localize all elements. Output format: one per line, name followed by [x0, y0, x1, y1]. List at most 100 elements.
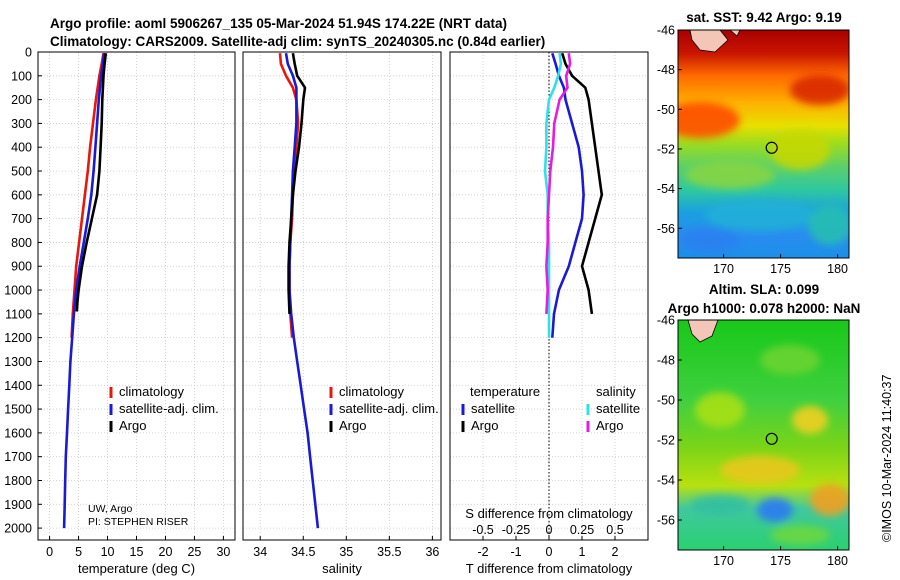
x-tick-label: 35.5	[377, 545, 401, 559]
x-tick-label: -1	[510, 545, 521, 559]
watermark: ©IMOS 10-Mar-2024 11:40:37	[880, 375, 894, 542]
y-tick-label: 200	[11, 93, 32, 107]
top-x-tick-label: -0.25	[502, 523, 531, 537]
y-tick-label: 1700	[4, 450, 32, 464]
x-tick-label: 0	[546, 545, 553, 559]
y-tick-label: 0	[25, 46, 32, 60]
map-x-tick-label: 175	[770, 554, 791, 568]
x-tick-label: 30	[216, 545, 230, 559]
y-tick-label: 1000	[4, 284, 32, 298]
y-tick-label: 1200	[4, 331, 32, 345]
legend-label: satellite-adj. clim.	[119, 401, 219, 416]
x-tick-label: 2	[612, 545, 619, 559]
sst-map-title: sat. SST: 9.42 Argo: 9.19	[686, 10, 842, 25]
x-tick-label: -2	[477, 545, 488, 559]
sla-map-subtitle: Argo h1000: 0.078 h2000: NaN	[668, 301, 861, 316]
sst-texture	[678, 75, 849, 252]
top-x-tick-label: -0.5	[472, 523, 494, 537]
x-tick-label: 5	[75, 545, 82, 559]
legend-label: Argo	[471, 418, 498, 433]
sla-map-axes: 170 175 180 -46 -48 -50 -52 -54 -56	[657, 314, 848, 569]
map-y-tick-label: -46	[657, 24, 675, 38]
top-x-tick-label: 0	[546, 523, 553, 537]
land-south-island	[689, 30, 729, 53]
y-tick-label: 500	[11, 165, 32, 179]
legend-label: climatology	[339, 384, 405, 399]
x-tick-label: 34	[253, 545, 267, 559]
y-tick-label: 1500	[4, 403, 32, 417]
series-line-argo	[75, 53, 108, 312]
y-tick-label: 1100	[5, 307, 32, 321]
plot-area	[243, 52, 441, 540]
x-tick-label: 35	[339, 545, 353, 559]
panel-frame	[449, 51, 649, 541]
map-y-tick-label: -56	[657, 222, 675, 236]
x-axis-label: T difference from climatology	[466, 561, 633, 576]
top-x-tick-label: 0.25	[570, 523, 594, 537]
sla-map: Altim. SLA: 0.099 Argo h1000: 0.078 h200…	[657, 282, 861, 568]
sla-map-frame	[677, 319, 850, 551]
series-line-temperature-argo	[560, 52, 604, 315]
x-tick-label: 36	[425, 545, 439, 559]
y-tick-label: 1800	[4, 474, 32, 488]
y-tick-label: 600	[11, 188, 32, 202]
salinity-panel: 34 34.5 35 35.5 36 salinity climatology satelli…	[242, 51, 442, 576]
y-tick-label: 1900	[4, 498, 32, 512]
map-y-tick-label: -52	[657, 142, 675, 156]
sst-map: sat. SST: 9.42 Argo: 9.19 170 175 180 -46 -4…	[657, 10, 850, 277]
y-tick-label: 700	[11, 212, 32, 226]
map-y-tick-label: -54	[657, 474, 675, 488]
land-south-island-2	[687, 320, 719, 343]
map-x-tick-label: 180	[827, 554, 848, 568]
legend-label: satellite	[471, 401, 515, 416]
temperature-panel: 0 100 200 300 400 500 600 700 800 900 1000 1100 1200…	[4, 46, 236, 576]
panel-frame	[242, 51, 442, 541]
series-line-temperature-satellite	[551, 52, 585, 338]
map-y-tick-label: -48	[657, 354, 675, 368]
series-line-salinity-satellite	[543, 53, 563, 338]
difference-panel: -2 -1 0 1 2 T difference from climatology S di…	[449, 51, 649, 576]
map-x-tick-label: 170	[713, 262, 734, 276]
sst-map-axes: 170 175 180 -46 -48 -50 -52 -54 -56	[657, 24, 848, 277]
y-tick-label: 1300	[4, 355, 32, 369]
title-line-1: Argo profile: aoml 5906267_135 05-Mar-20…	[50, 16, 507, 31]
y-tick-label: 800	[11, 236, 32, 250]
panel-frame	[37, 51, 236, 541]
y-tick-label: 100	[11, 69, 32, 83]
map-y-tick-label: -54	[657, 182, 675, 196]
x-axis-label: temperature (deg C)	[78, 561, 195, 576]
map-y-tick-label: -46	[657, 314, 675, 328]
title-line-2: Climatology: CARS2009. Satellite-adj cli…	[50, 34, 545, 49]
sla-texture	[690, 345, 849, 545]
legend-header-salinity: salinity	[596, 384, 636, 399]
annotation-line: UW, Argo	[88, 503, 133, 515]
x-tick-label: 20	[159, 545, 173, 559]
legend-label: satellite-adj. clim.	[339, 401, 439, 416]
y-tick-label: 2000	[4, 522, 32, 536]
y-tick-label: 900	[11, 260, 32, 274]
map-y-tick-label: -56	[657, 514, 675, 528]
legend-label: Argo	[339, 418, 366, 433]
land-islet	[729, 30, 741, 37]
top-x-tick-label: 0.5	[606, 523, 623, 537]
sst-map-frame	[677, 29, 850, 259]
x-tick-label: 25	[187, 545, 201, 559]
x-tick-label: 10	[101, 545, 115, 559]
y-tick-label: 300	[11, 117, 32, 131]
map-x-tick-label: 175	[770, 262, 791, 276]
series-line-satellite-adj-clim-	[62, 53, 106, 529]
top-axis-label: S difference from climatology	[465, 506, 633, 521]
map-y-tick-label: -50	[657, 394, 675, 408]
sla-map-title: Altim. SLA: 0.099	[709, 282, 819, 297]
x-axis-label: salinity	[322, 561, 362, 576]
legend-label: satellite	[596, 401, 640, 416]
legend-header-temperature: temperature	[470, 384, 540, 399]
float-position-marker	[765, 432, 778, 445]
legend-label: Argo	[119, 418, 146, 433]
x-tick-label: 1	[579, 545, 586, 559]
map-x-tick-label: 180	[827, 262, 848, 276]
series-line-climatology	[70, 52, 105, 338]
x-tick-label: 15	[130, 545, 144, 559]
y-tick-label: 400	[11, 141, 32, 155]
